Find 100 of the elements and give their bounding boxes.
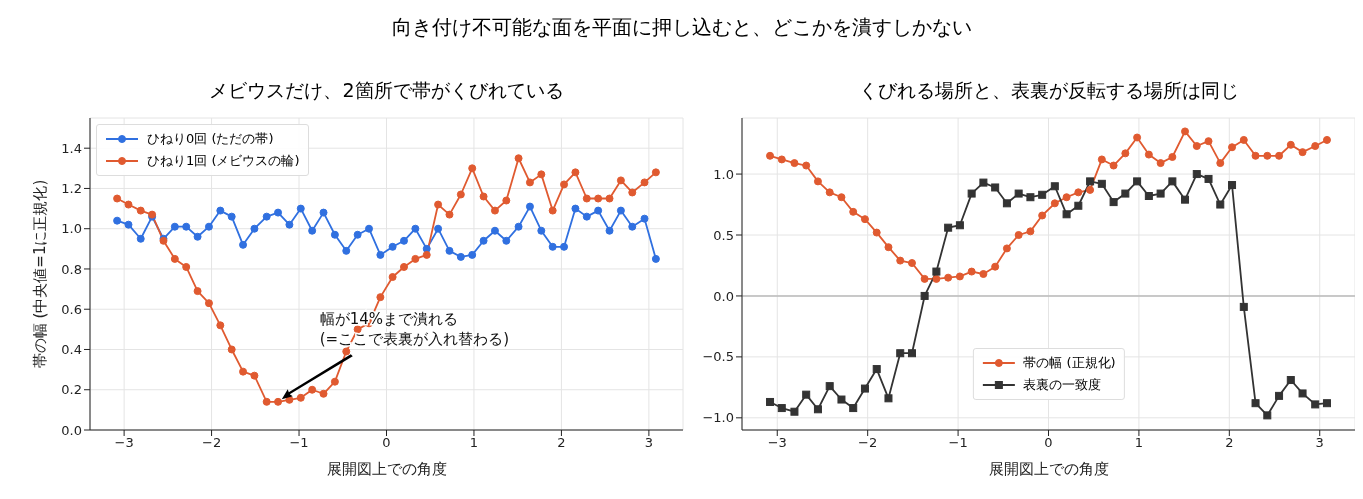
point	[1204, 137, 1213, 146]
point	[1097, 155, 1106, 164]
point	[777, 155, 786, 164]
point	[979, 178, 988, 187]
point	[967, 267, 976, 276]
point	[537, 170, 546, 179]
point	[1086, 177, 1095, 186]
point	[113, 194, 122, 203]
point	[1216, 200, 1225, 209]
point	[514, 222, 523, 231]
y-tick-label: 0.4	[61, 342, 82, 358]
point	[1038, 211, 1047, 220]
point	[388, 273, 397, 282]
y-tick-label: 1.0	[61, 221, 82, 237]
point	[837, 395, 846, 404]
point	[594, 206, 603, 215]
point	[896, 256, 905, 265]
point	[1109, 198, 1118, 207]
point	[907, 259, 916, 268]
point	[849, 207, 858, 216]
point	[967, 189, 976, 198]
point	[1239, 302, 1248, 311]
point	[285, 220, 294, 229]
y-tick-label: 1.0	[713, 166, 734, 182]
point	[944, 223, 953, 232]
point	[991, 183, 1000, 192]
point	[1216, 159, 1225, 168]
point	[605, 194, 614, 203]
point	[1097, 179, 1106, 188]
point	[376, 293, 385, 302]
point	[204, 299, 213, 308]
point	[537, 226, 546, 235]
point	[896, 349, 905, 358]
point	[1275, 151, 1284, 160]
point	[605, 226, 614, 235]
point	[1074, 201, 1083, 210]
point	[1156, 159, 1165, 168]
chart-title: くびれる場所と、表裏が反転する場所は同じ	[857, 78, 1240, 103]
point	[616, 176, 625, 185]
point	[1263, 151, 1272, 160]
point	[216, 206, 225, 215]
x-tick-label: −2	[858, 435, 878, 451]
point	[490, 226, 499, 235]
y-tick-label: 0.8	[61, 261, 82, 277]
point	[274, 208, 283, 217]
point	[239, 240, 248, 249]
point	[651, 254, 660, 263]
legend-label: ひねり1回 (メビウスの輪)	[147, 152, 300, 170]
point	[1038, 190, 1047, 199]
point	[872, 228, 881, 237]
point	[825, 382, 834, 391]
point	[514, 154, 523, 163]
point	[582, 212, 591, 221]
point	[1144, 192, 1153, 200]
x-tick-label: 1	[1134, 435, 1144, 451]
point	[932, 274, 941, 283]
point	[825, 188, 834, 197]
point	[1026, 227, 1035, 236]
y-axis-title: 帯の幅 (中央値=1に正規化)	[31, 179, 50, 369]
legend-label: 帯の幅 (正規化)	[1023, 354, 1116, 372]
point	[525, 178, 534, 187]
point	[434, 224, 443, 233]
point	[1062, 210, 1071, 219]
point	[1251, 151, 1260, 160]
point	[239, 367, 248, 376]
point	[1228, 181, 1237, 190]
point	[411, 254, 420, 263]
point	[790, 407, 799, 416]
point	[319, 208, 328, 217]
point	[766, 397, 775, 406]
x-tick-label: 3	[644, 435, 654, 451]
y-tick-label: −1.0	[702, 410, 734, 426]
point	[296, 393, 305, 402]
point	[884, 394, 893, 403]
point	[1109, 161, 1118, 170]
point	[1014, 231, 1023, 239]
point	[802, 390, 811, 399]
point	[250, 224, 259, 233]
point	[1144, 150, 1153, 159]
point	[170, 254, 179, 263]
chart-title: メビウスだけ、2箇所で帯がくびれている	[208, 78, 565, 103]
point	[479, 192, 488, 201]
point	[979, 270, 988, 278]
point	[193, 287, 202, 296]
point	[1239, 135, 1248, 144]
point	[582, 194, 591, 203]
point	[490, 206, 499, 215]
point	[376, 250, 385, 259]
point	[955, 272, 964, 281]
point	[849, 404, 858, 413]
point	[1204, 174, 1213, 183]
point	[1050, 182, 1059, 191]
point	[479, 236, 488, 245]
point	[860, 384, 869, 393]
y-tick-label: 0.5	[713, 227, 734, 243]
point	[802, 161, 811, 170]
point	[594, 194, 603, 203]
point	[193, 232, 202, 241]
x-tick-label: 0	[382, 435, 391, 451]
point	[250, 371, 259, 380]
